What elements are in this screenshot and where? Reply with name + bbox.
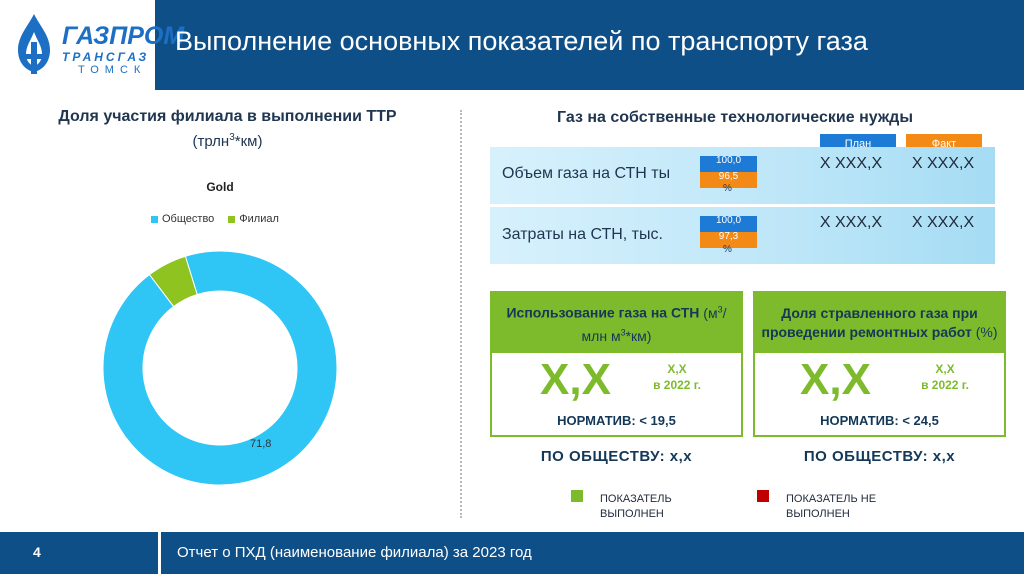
logo-transgaz-text: ТРАНСГАЗ — [62, 50, 150, 64]
logo-gazprom-text: ГАЗПРОМ — [62, 22, 185, 50]
gas-usage-prev-year: Х,Х в 2022 г. — [637, 361, 717, 393]
norm-label: НОРМАТИВ: — [820, 413, 899, 428]
subtitle-sup: 3 — [229, 132, 235, 143]
right-panel-title: Газ на собственные технологические нужды — [557, 109, 913, 126]
left-panel-title: Доля участия филиала в выполнении ТТР — [58, 108, 397, 125]
unit-sup1: 3 — [717, 304, 723, 315]
vented-gas-box: Доля стравленного газа при проведении ре… — [753, 291, 1006, 437]
donut-data-label: 71,8 — [250, 438, 271, 450]
vented-gas-society: ПО ОБЩЕСТВУ: х,х — [803, 448, 956, 465]
unit-post: *км) — [625, 327, 652, 344]
vented-gas-head-bold: Доля стравленного газа при проведении ре… — [761, 305, 978, 340]
left-panel-subtitle: (трлн3*км) — [0, 132, 455, 150]
row-volume-plan-value: X XXX,X — [819, 155, 883, 172]
gas-usage-box-header: Использование газа на СТН (м3/млн м3*км) — [492, 293, 741, 353]
header-bar: ГАЗПРОМ ТРАНСГАЗ ТОМСК Выполнение основн… — [0, 0, 1024, 90]
subtitle-post: *км) — [234, 133, 263, 150]
vented-gas-head-unit: (%) — [975, 324, 998, 340]
vented-gas-box-heading: Доля стравленного газа при проведении ре… — [761, 304, 998, 342]
gas-usage-prev-value: Х,Х — [667, 362, 687, 376]
vented-gas-box-header: Доля стравленного газа при проведении ре… — [755, 293, 1004, 353]
legend-item-society: Общество — [151, 213, 214, 225]
panel-divider — [460, 110, 462, 518]
chart-title: Gold — [206, 180, 234, 194]
done-line1: ПОКАЗАТЕЛЬ — [600, 493, 672, 505]
not-done-marker — [757, 490, 769, 502]
chart-legend: Общество Филиал — [151, 213, 279, 225]
row-costs-pct: % — [723, 244, 732, 255]
done-legend-text: ПОКАЗАТЕЛЬ ВЫПОЛНЕН — [600, 492, 672, 522]
gas-usage-box-heading: Использование газа на СТН (м3/млн м3*км) — [498, 300, 735, 345]
row-costs-plan-mini: 100,0 — [700, 216, 757, 232]
not-done-line2: ВЫПОЛНЕН — [786, 508, 850, 520]
vented-gas-prev-year-label: в 2022 г. — [921, 378, 969, 392]
vented-gas-norm: НОРМАТИВ: < 24,5 — [755, 413, 1004, 428]
donut-slice-society — [102, 250, 338, 486]
done-marker — [571, 490, 583, 502]
row-costs-plan-value: X XXX,X — [819, 214, 883, 231]
page-number: 4 — [33, 544, 41, 560]
logo: ГАЗПРОМ ТРАНСГАЗ ТОМСК — [0, 0, 184, 90]
norm-value: < 24,5 — [902, 413, 939, 428]
gas-usage-head-unit: (м3/млн м3*км) — [581, 304, 727, 344]
not-done-legend-text: ПОКАЗАТЕЛЬ НЕ ВЫПОЛНЕН — [786, 492, 876, 522]
gas-usage-prev-year-label: в 2022 г. — [653, 378, 701, 392]
gas-usage-big-value: Х,Х — [540, 355, 611, 404]
logo-tomsk-text: ТОМСК — [78, 64, 147, 76]
row-label-volume: Объем газа на СТН ты — [502, 165, 671, 182]
gas-usage-box: Использование газа на СТН (м3/млн м3*км)… — [490, 291, 743, 437]
page-title: Выполнение основных показателей по транс… — [175, 26, 868, 56]
unit-pre: (м — [703, 305, 718, 321]
row-costs-fact-value: X XXX,X — [911, 214, 975, 231]
row-costs-fact-mini: 97,3 — [700, 232, 757, 248]
legend-swatch-branch — [228, 215, 236, 223]
norm-label: НОРМАТИВ: — [557, 413, 636, 428]
unit-mid: /млн м — [581, 305, 727, 344]
gas-usage-norm: НОРМАТИВ: < 19,5 — [492, 413, 741, 428]
norm-value: < 19,5 — [639, 413, 676, 428]
legend-item-branch: Филиал — [228, 213, 279, 225]
gas-flame-icon — [18, 14, 50, 74]
row-volume-plan-mini: 100,0 — [700, 156, 757, 172]
not-done-line1: ПОКАЗАТЕЛЬ НЕ — [786, 493, 877, 505]
legend-label-society: Общество — [162, 213, 215, 225]
row-label-costs: Затраты на СТН, тыс. — [502, 226, 663, 243]
done-line2: ВЫПОЛНЕН — [600, 508, 664, 520]
footer-text: Отчет о ПХД (наименование филиала) за 20… — [177, 544, 532, 561]
donut-chart: 71,8 — [102, 250, 338, 486]
gas-usage-head-bold: Использование газа на СТН — [506, 305, 700, 321]
vented-gas-prev-value: Х,Х — [935, 362, 955, 376]
unit-sup2: 3 — [620, 327, 626, 337]
vented-gas-prev-year: Х,Х в 2022 г. — [905, 361, 985, 393]
footer-page-box: 4 — [0, 532, 158, 574]
footer-bar: Отчет о ПХД (наименование филиала) за 20… — [161, 532, 1024, 574]
gas-usage-society: ПО ОБЩЕСТВУ: х,х — [540, 448, 693, 465]
subtitle-pre: (трлн — [192, 133, 230, 150]
legend-label-branch: Филиал — [239, 213, 279, 225]
row-volume-fact-value: X XXX,X — [911, 155, 975, 172]
vented-gas-big-value: Х,Х — [800, 355, 871, 404]
legend-swatch-society — [151, 215, 158, 223]
row-volume-pct: % — [723, 183, 732, 194]
row-volume-fact-mini: 96,5 — [700, 172, 757, 188]
